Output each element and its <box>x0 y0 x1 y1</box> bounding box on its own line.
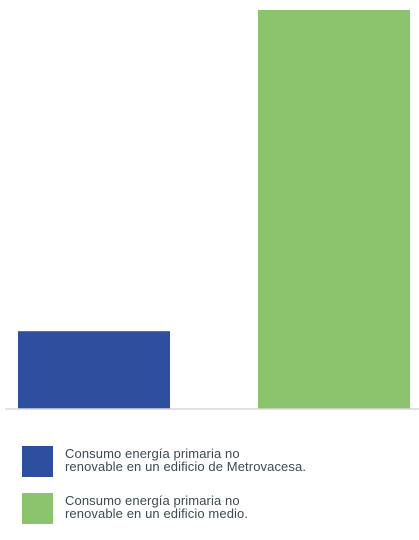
legend-item-metrovacesa: Consumo energía primaria no renovable en… <box>22 446 412 477</box>
bars-group <box>18 10 410 409</box>
bar-metrovacesa <box>18 331 170 409</box>
legend-label-metrovacesa-line-2: renovable en un edificio de Metrovacesa. <box>65 459 307 474</box>
legend: Consumo energía primaria no renovable en… <box>22 446 412 540</box>
legend-swatch-average-building <box>22 493 53 524</box>
chart-plot <box>5 10 419 410</box>
legend-label-average-building-line-1: Consumo energía primaria no <box>65 493 240 508</box>
legend-label-metrovacesa: Consumo energía primaria no renovable en… <box>65 446 306 473</box>
legend-label-metrovacesa-line-1: Consumo energía primaria no <box>65 446 240 461</box>
legend-label-average-building: Consumo energía primaria no renovable en… <box>65 493 248 520</box>
bar-average-building <box>258 10 410 409</box>
bar-chart <box>5 10 419 410</box>
legend-label-average-building-line-2: renovable en un edificio medio. <box>65 506 249 521</box>
legend-swatch-metrovacesa <box>22 446 53 477</box>
legend-item-average-building: Consumo energía primaria no renovable en… <box>22 493 412 524</box>
